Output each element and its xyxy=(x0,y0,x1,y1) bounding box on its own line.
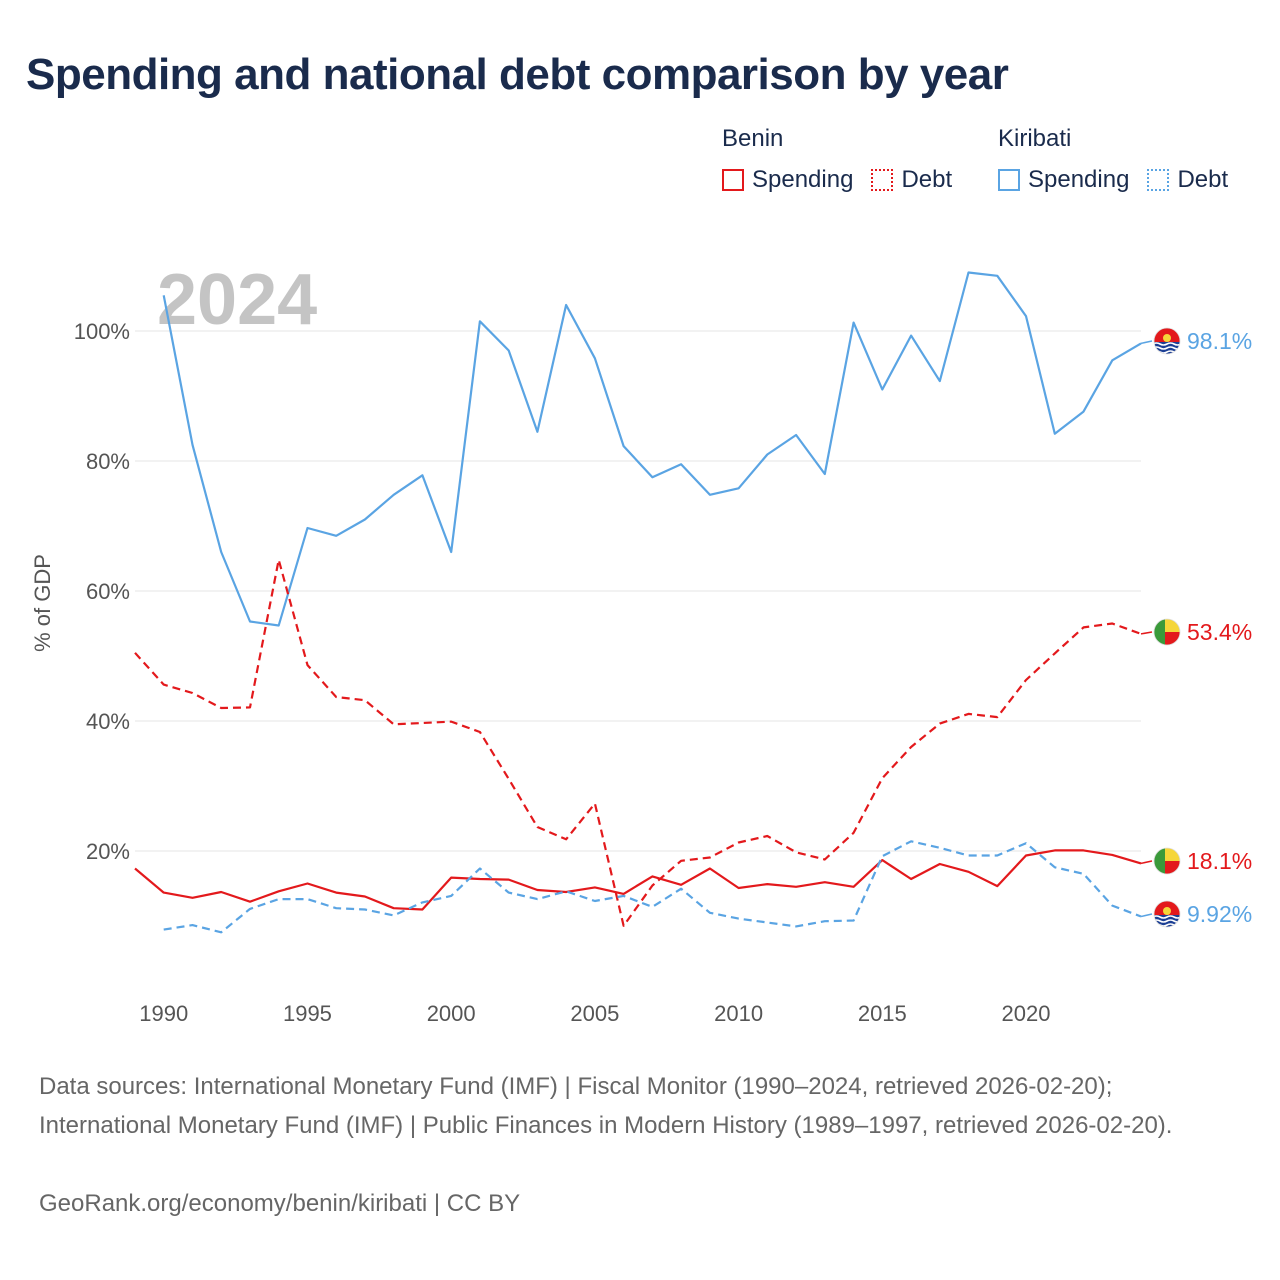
end-connector xyxy=(1140,913,1153,918)
y-tick-label: 60% xyxy=(86,579,130,604)
flag-wave xyxy=(1154,350,1180,354)
legend-country-kiribati: Kiribati xyxy=(998,125,1072,152)
flag-outline xyxy=(1153,618,1181,646)
flag-green-band xyxy=(1154,848,1165,874)
flag-outline xyxy=(1153,327,1181,355)
benin-flag-icon xyxy=(1153,847,1181,875)
y-tick-label: 40% xyxy=(86,709,130,734)
y-axis-label: % of GDP xyxy=(30,554,55,652)
x-tick-label: 2000 xyxy=(427,1001,476,1026)
flag-wave xyxy=(1154,919,1180,923)
x-tick-label: 1995 xyxy=(283,1001,332,1026)
y-tick-label: 20% xyxy=(86,839,130,864)
credit-link[interactable]: GeoRank.org/economy/benin/kiribati | CC … xyxy=(39,1190,521,1217)
legend-kiribati: Kiribati Spending Debt xyxy=(998,124,1246,194)
page-title: Spending and national debt comparison by… xyxy=(26,50,1009,99)
flag-sun xyxy=(1163,334,1171,342)
legend-country-benin: Benin xyxy=(722,125,784,152)
legend-benin: Benin Spending Debt xyxy=(722,124,970,194)
x-tick-label: 2015 xyxy=(858,1001,907,1026)
series-line-benin-debt xyxy=(134,558,1142,927)
legend-label: Spending xyxy=(752,166,854,193)
legend-swatch-dotted-icon xyxy=(1147,169,1170,191)
y-tick-label: 80% xyxy=(86,449,130,474)
legend-label: Debt xyxy=(901,166,953,193)
end-connector xyxy=(1140,340,1153,345)
flag-body xyxy=(1154,901,1180,927)
end-connector xyxy=(1140,860,1153,865)
legend-swatch-solid-icon xyxy=(722,169,744,191)
flag-outline xyxy=(1153,847,1181,875)
legend-swatch-dotted-icon xyxy=(871,169,894,191)
kiribati-flag-icon xyxy=(1153,327,1181,355)
year-watermark: 2024 xyxy=(157,260,317,340)
legend-item-benin-debt[interactable]: Debt xyxy=(871,166,952,194)
x-tick-label: 2020 xyxy=(1002,1001,1051,1026)
flag-wave xyxy=(1154,346,1180,350)
flag-wave xyxy=(1154,915,1180,919)
flag-outline xyxy=(1153,900,1181,928)
end-value-label: 53.4% xyxy=(1187,619,1252,645)
x-tick-label: 1990 xyxy=(139,1001,188,1026)
end-value-label: 9.92% xyxy=(1187,901,1252,927)
y-tick-label: 100% xyxy=(74,319,130,344)
flag-body xyxy=(1154,619,1180,645)
flag-wave xyxy=(1154,923,1180,927)
flag-sun xyxy=(1163,907,1171,915)
end-connector xyxy=(1140,631,1153,635)
x-tick-label: 2005 xyxy=(570,1001,619,1026)
legend-item-benin-spending[interactable]: Spending xyxy=(722,166,853,194)
flag-wave xyxy=(1154,342,1180,346)
series-line-benin-spending xyxy=(134,849,1142,911)
flag-body xyxy=(1154,848,1180,874)
data-sources: Data sources: International Monetary Fun… xyxy=(39,1073,1173,1139)
end-value-label: 98.1% xyxy=(1187,328,1252,354)
legend-label: Spending xyxy=(1028,166,1130,193)
benin-flag-icon xyxy=(1153,618,1181,646)
legend-item-kiribati-debt[interactable]: Debt xyxy=(1147,166,1228,194)
series-line-kiribati-debt xyxy=(163,840,1142,934)
flag-body xyxy=(1154,328,1180,354)
flag-green-band xyxy=(1154,619,1165,645)
legend-item-kiribati-spending[interactable]: Spending xyxy=(998,166,1129,194)
series-line-kiribati-spending xyxy=(162,271,1142,627)
line-chart: 20% 40% 60% 80% 100% 1990 1995 2000 2005 2010 2015… xyxy=(30,260,1252,1026)
end-value-label: 18.1% xyxy=(1187,848,1252,874)
kiribati-flag-icon xyxy=(1153,900,1181,928)
legend-swatch-solid-icon xyxy=(998,169,1020,191)
legend-label: Debt xyxy=(1177,166,1229,193)
x-tick-label: 2010 xyxy=(714,1001,763,1026)
